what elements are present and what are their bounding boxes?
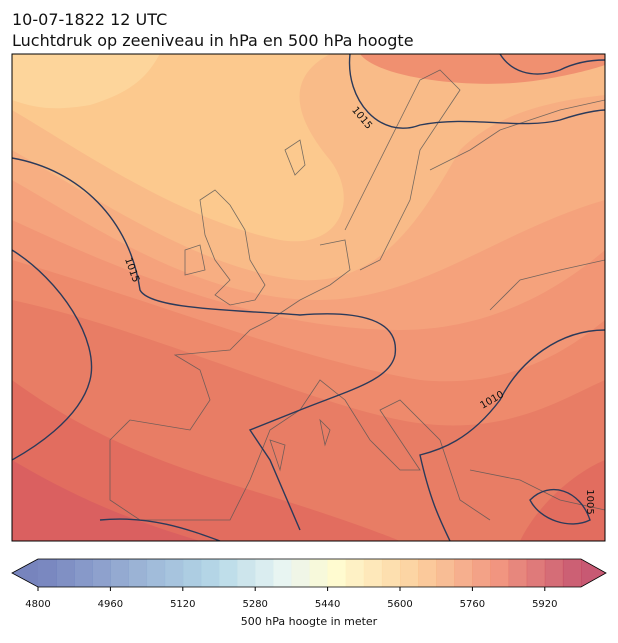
subtitle: Luchtdruk op zeeniveau in hPa en 500 hPa… (12, 31, 414, 50)
colorbar-label: 500 hPa hoogte in meter (241, 615, 378, 628)
colorbar-segment (291, 559, 310, 587)
colorbar: 4800 4960 5120 5280 5440 5600 5760 5920 (11, 558, 607, 610)
colorbar-segment (327, 559, 347, 587)
colorbar-tick-label: 5920 (532, 599, 557, 610)
colorbar-segment (110, 559, 129, 587)
colorbar-segment (400, 559, 419, 587)
colorbar-segment (526, 559, 546, 587)
colorbar-segment (345, 559, 365, 587)
map-frame (11, 53, 606, 542)
colorbar-segment (454, 559, 473, 587)
colorbar-tick-label: 5760 (460, 599, 485, 610)
map (12, 54, 605, 541)
colorbar-outline (11, 558, 607, 588)
colorbar-segment (92, 559, 111, 587)
colorbar-segment (38, 559, 57, 587)
colorbar-segment (237, 559, 256, 587)
colorbar-segment (490, 559, 510, 587)
colorbar-segment (128, 559, 148, 587)
colorbar-tick-label: 4960 (98, 599, 123, 610)
colorbar-tick-label: 5120 (170, 599, 195, 610)
colorbar-tick-label: 5600 (387, 599, 412, 610)
colorbar-segment (436, 559, 455, 587)
colorbar-segment (200, 559, 220, 587)
colorbar-segment (56, 559, 75, 587)
title: 10-07-1822 12 UTC (12, 10, 167, 29)
colorbar-segment (219, 559, 238, 587)
colorbar-segment (164, 559, 184, 587)
colorbar-segment (544, 559, 564, 587)
colorbar-extend-low (12, 559, 38, 587)
colorbar-segment (472, 559, 491, 587)
colorbar-segment (309, 559, 329, 587)
contour-label: 1005 (584, 489, 595, 514)
colorbar-tick-label: 4800 (25, 599, 50, 610)
colorbar-segment (508, 559, 528, 587)
colorbar-segment (381, 559, 401, 587)
colorbar-segment (74, 559, 93, 587)
colorbar-segment (182, 559, 202, 587)
colorbar-tick-label: 5280 (242, 599, 267, 610)
isobars (12, 54, 605, 541)
colorbar-segment (255, 559, 274, 587)
colorbar-segment (363, 559, 383, 587)
colorbar-extend-high (581, 559, 606, 587)
colorbar-segment (418, 559, 437, 587)
colorbar-segment (146, 559, 166, 587)
colorbar-segment (562, 559, 582, 587)
colorbar-tick-label: 5440 (315, 599, 340, 610)
colorbar-segment (273, 559, 292, 587)
